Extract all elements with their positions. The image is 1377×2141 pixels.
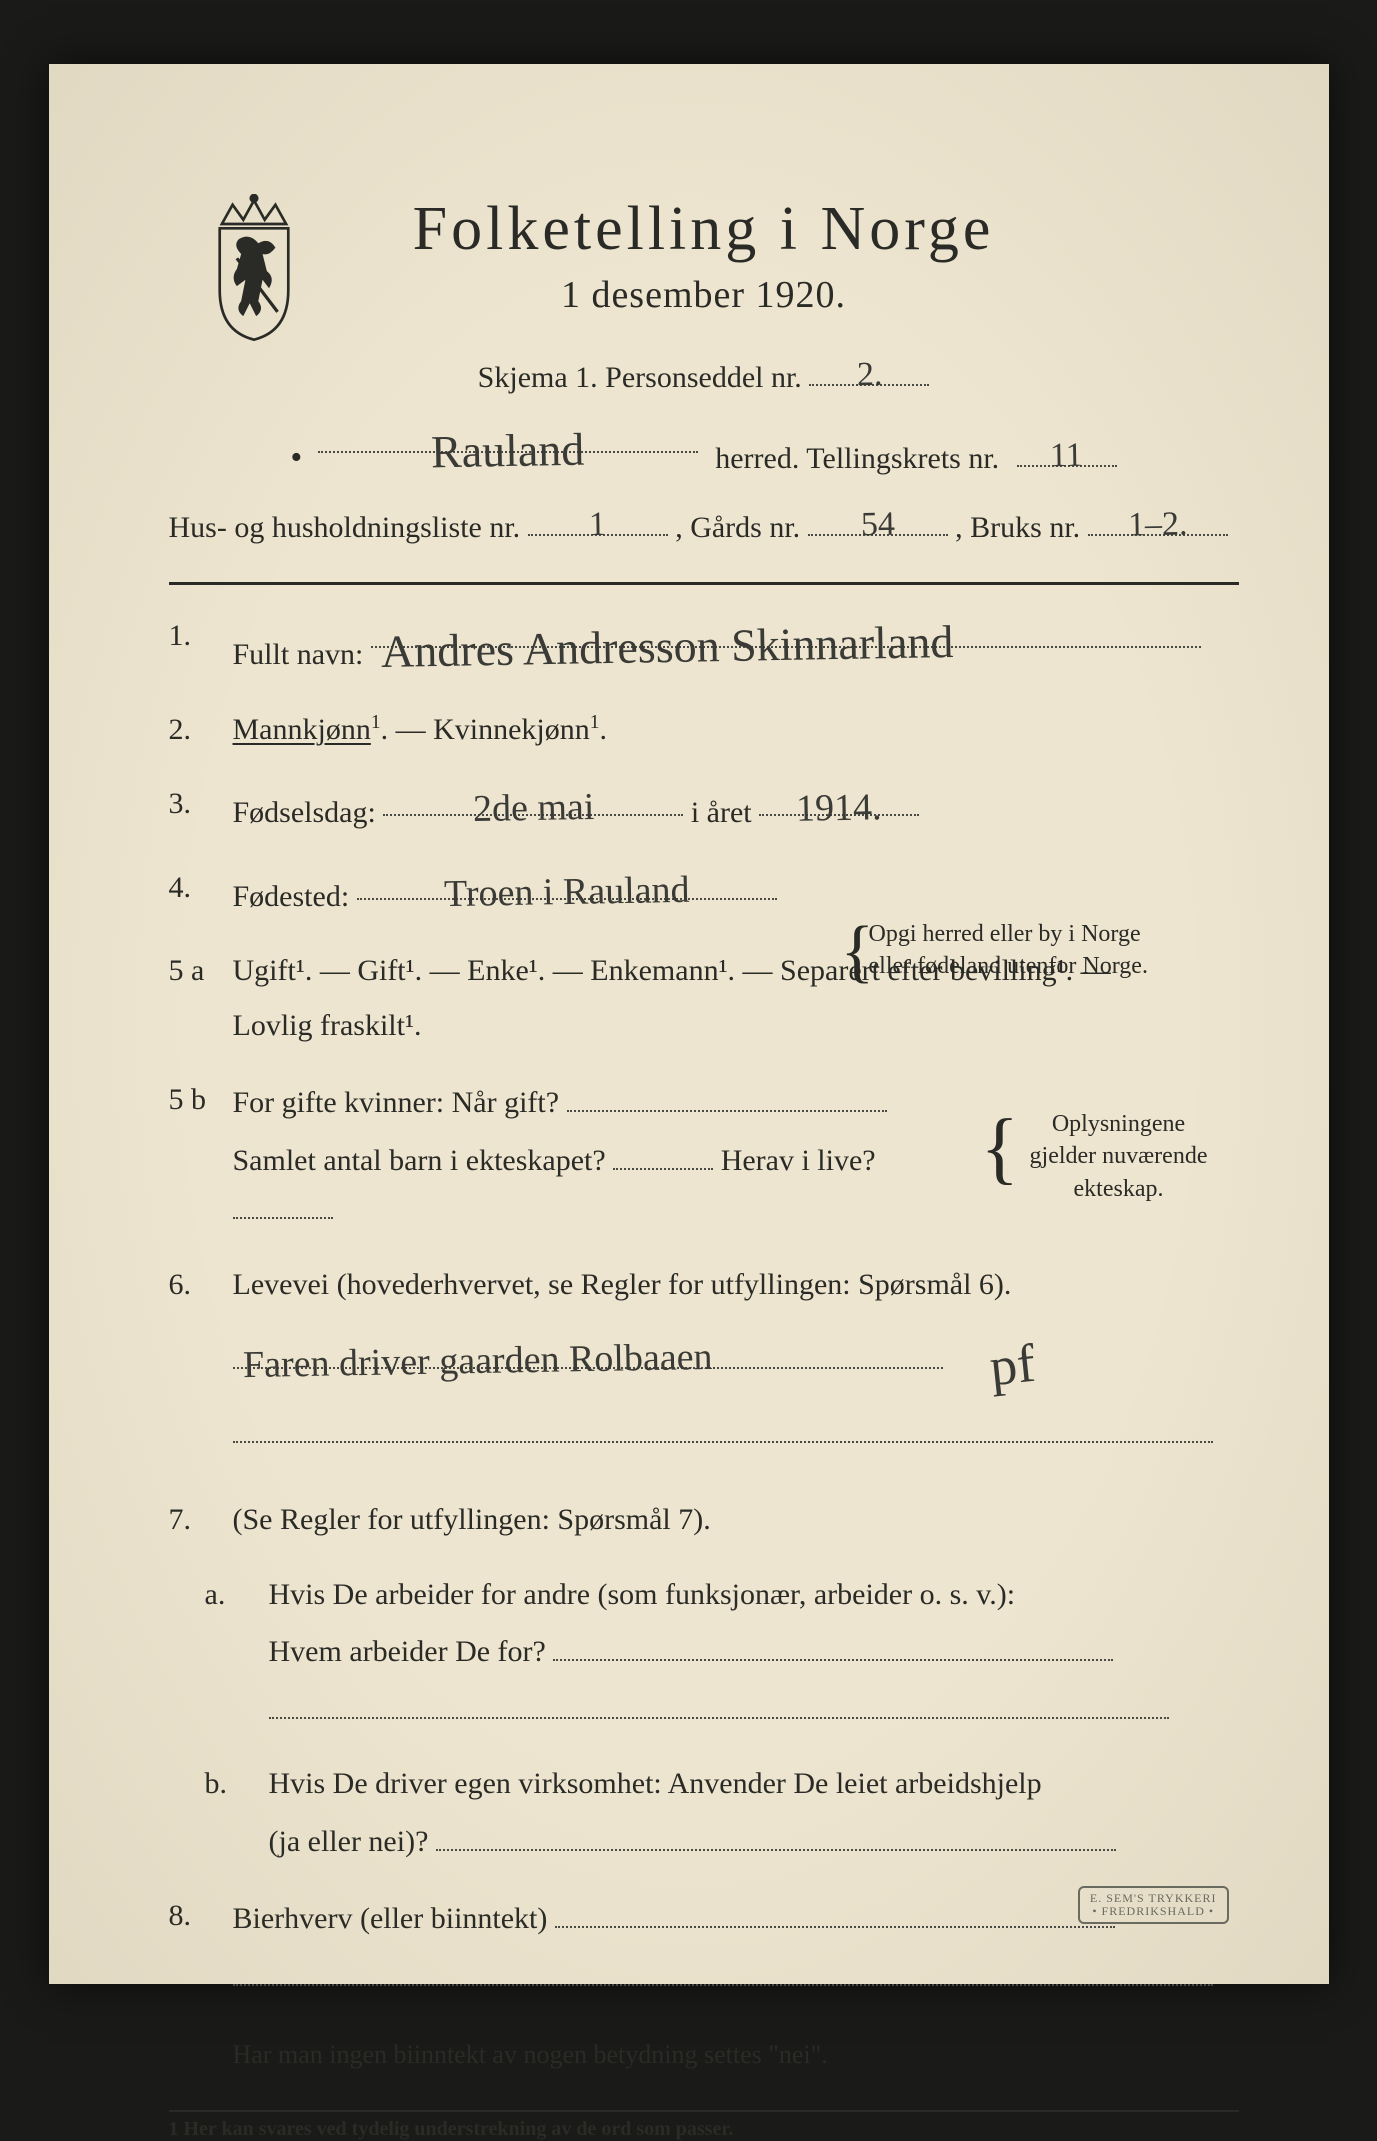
schema-line: Skjema 1. Personseddel nr. 2. [169, 351, 1239, 400]
q5b-line2a: Samlet antal barn i ekteskapet? [233, 1144, 606, 1177]
q7a-line1: Hvis De arbeider for andre (som funksjon… [269, 1578, 1016, 1611]
q2-male: Mannkjønn [233, 713, 371, 746]
stamp-line1: E. SEM'S TRYKKERI [1090, 1892, 1217, 1905]
norway-coat-of-arms-icon [199, 194, 309, 344]
q5b-note1: Oplysningene [1052, 1111, 1185, 1137]
q7a: a. Hvis De arbeider for andre (som funks… [169, 1572, 1239, 1734]
gaards-nr: 54 [860, 499, 895, 551]
brace-icon: { [841, 912, 875, 992]
herred-label: herred. Tellingskrets nr. [715, 442, 999, 475]
q5b-line2b: Herav i live? [721, 1144, 876, 1177]
bottom-instruction: Har man ingen biinntekt av nogen betydni… [169, 2040, 1239, 2070]
q3-label: Fødselsdag: [233, 796, 376, 829]
q1-full-name: 1. Fullt navn: Andres Andresson Skinnarl… [169, 613, 1239, 679]
viewport: Folketelling i Norge 1 desember 1920. Sk… [0, 0, 1377, 2048]
q-number: 5 a [169, 948, 233, 995]
q7: 7. (Se Regler for utfyllingen: Spørsmål … [169, 1497, 1239, 1544]
form-date: 1 desember 1920. [169, 273, 1239, 317]
q4-note-a: Opgi herred eller by i Norge [869, 921, 1141, 947]
q7-label: (Se Regler for utfyllingen: Spørsmål 7). [233, 1503, 711, 1536]
q5b-bracket-note: { Oplysningene gjelder nuværende ekteska… [1009, 1108, 1229, 1205]
q4-note-b: eller fødeland utenfor Norge. [869, 953, 1148, 979]
q7b: b. Hvis De driver egen virksomhet: Anven… [169, 1761, 1239, 1865]
q6-label: Levevei (hovederhvervet, se Regler for u… [233, 1268, 1012, 1301]
q5b-note3: ekteskap. [1074, 1176, 1164, 1202]
q5b-note2: gjelder nuværende [1030, 1143, 1208, 1169]
q-sub: b. [169, 1761, 269, 1808]
gaards-label: , Gårds nr. [675, 511, 800, 544]
q8-label: Bierhverv (eller biinntekt) [233, 1902, 548, 1935]
q4-birthplace: 4. Fødested: Troen i Rauland [169, 865, 1239, 921]
q-number: 3. [169, 781, 233, 828]
q3-day: 2de mai [472, 778, 594, 839]
herred-line: • Rauland herred. Tellingskrets nr. 11 [169, 418, 1239, 483]
q7a-line2: Hvem arbeider De for? [269, 1635, 546, 1668]
q4-label: Fødested: [233, 880, 350, 913]
herred-name: Rauland [430, 415, 584, 487]
q-number: 7. [169, 1497, 233, 1544]
q4-value: Troen i Rauland [443, 860, 690, 923]
q2-sex: 2. Mannkjønn1. — Kvinnekjønn1. [169, 707, 1239, 754]
q6-value: Faren driver gaarden Rolbaaen [242, 1328, 712, 1395]
bruks-label: , Bruks nr. [955, 511, 1080, 544]
q5a-cont: Lovlig fraskilt¹. [233, 1009, 422, 1042]
q-number: 6. [169, 1262, 233, 1309]
q-number: 8. [169, 1893, 233, 1940]
q6-occupation: 6. Levevei (hovederhvervet, se Regler fo… [169, 1262, 1239, 1458]
bruks-nr: 1–2. [1127, 498, 1187, 550]
q7b-line1: Hvis De driver egen virksomhet: Anvender… [269, 1767, 1042, 1800]
divider-top [169, 582, 1239, 585]
personseddel-nr: 2. [856, 349, 882, 400]
stamp-line2: • FREDRIKSHALD • [1090, 1905, 1217, 1918]
hus-nr: 1 [589, 499, 607, 550]
census-form-page: Folketelling i Norge 1 desember 1920. Sk… [49, 64, 1329, 1984]
q3-mid: i året [691, 796, 752, 829]
brace-icon: { [981, 1108, 1019, 1188]
q4-bracket-note: { Opgi herred eller by i Norge eller fød… [869, 918, 1229, 983]
q5b-line1: For gifte kvinner: Når gift? [233, 1086, 560, 1119]
q3-year: 1914. [796, 778, 883, 838]
q1-label: Fullt navn: [233, 638, 364, 671]
q-number: 1. [169, 613, 233, 660]
form-entries: 1. Fullt navn: Andres Andresson Skinnarl… [169, 613, 1239, 2000]
q7b-line2: (ja eller nei)? [269, 1825, 429, 1858]
tellingskrets-nr: 11 [1050, 430, 1084, 482]
q-number: 2. [169, 707, 233, 754]
form-title: Folketelling i Norge [169, 194, 1239, 265]
q3-birthdate: 3. Fødselsdag: 2de mai i året 1914. [169, 781, 1239, 837]
hus-line: Hus- og husholdningsliste nr. 1 , Gårds … [169, 501, 1239, 550]
footnote: 1 Her kan svares ved tydelig understrekn… [169, 2110, 1239, 2141]
hus-label: Hus- og husholdningsliste nr. [169, 511, 521, 544]
q1-value: Andres Andresson Skinnarland [380, 606, 954, 687]
q6-initials: pf [986, 1322, 1039, 1410]
schema-label: Skjema 1. Personseddel nr. [478, 361, 802, 394]
q-number: 5 b [169, 1077, 233, 1124]
q-number: 4. [169, 865, 233, 912]
q-sub: a. [169, 1572, 269, 1619]
printer-stamp: E. SEM'S TRYKKERI • FREDRIKSHALD • [1078, 1886, 1229, 1924]
q2-female: — Kvinnekjønn [396, 713, 590, 746]
